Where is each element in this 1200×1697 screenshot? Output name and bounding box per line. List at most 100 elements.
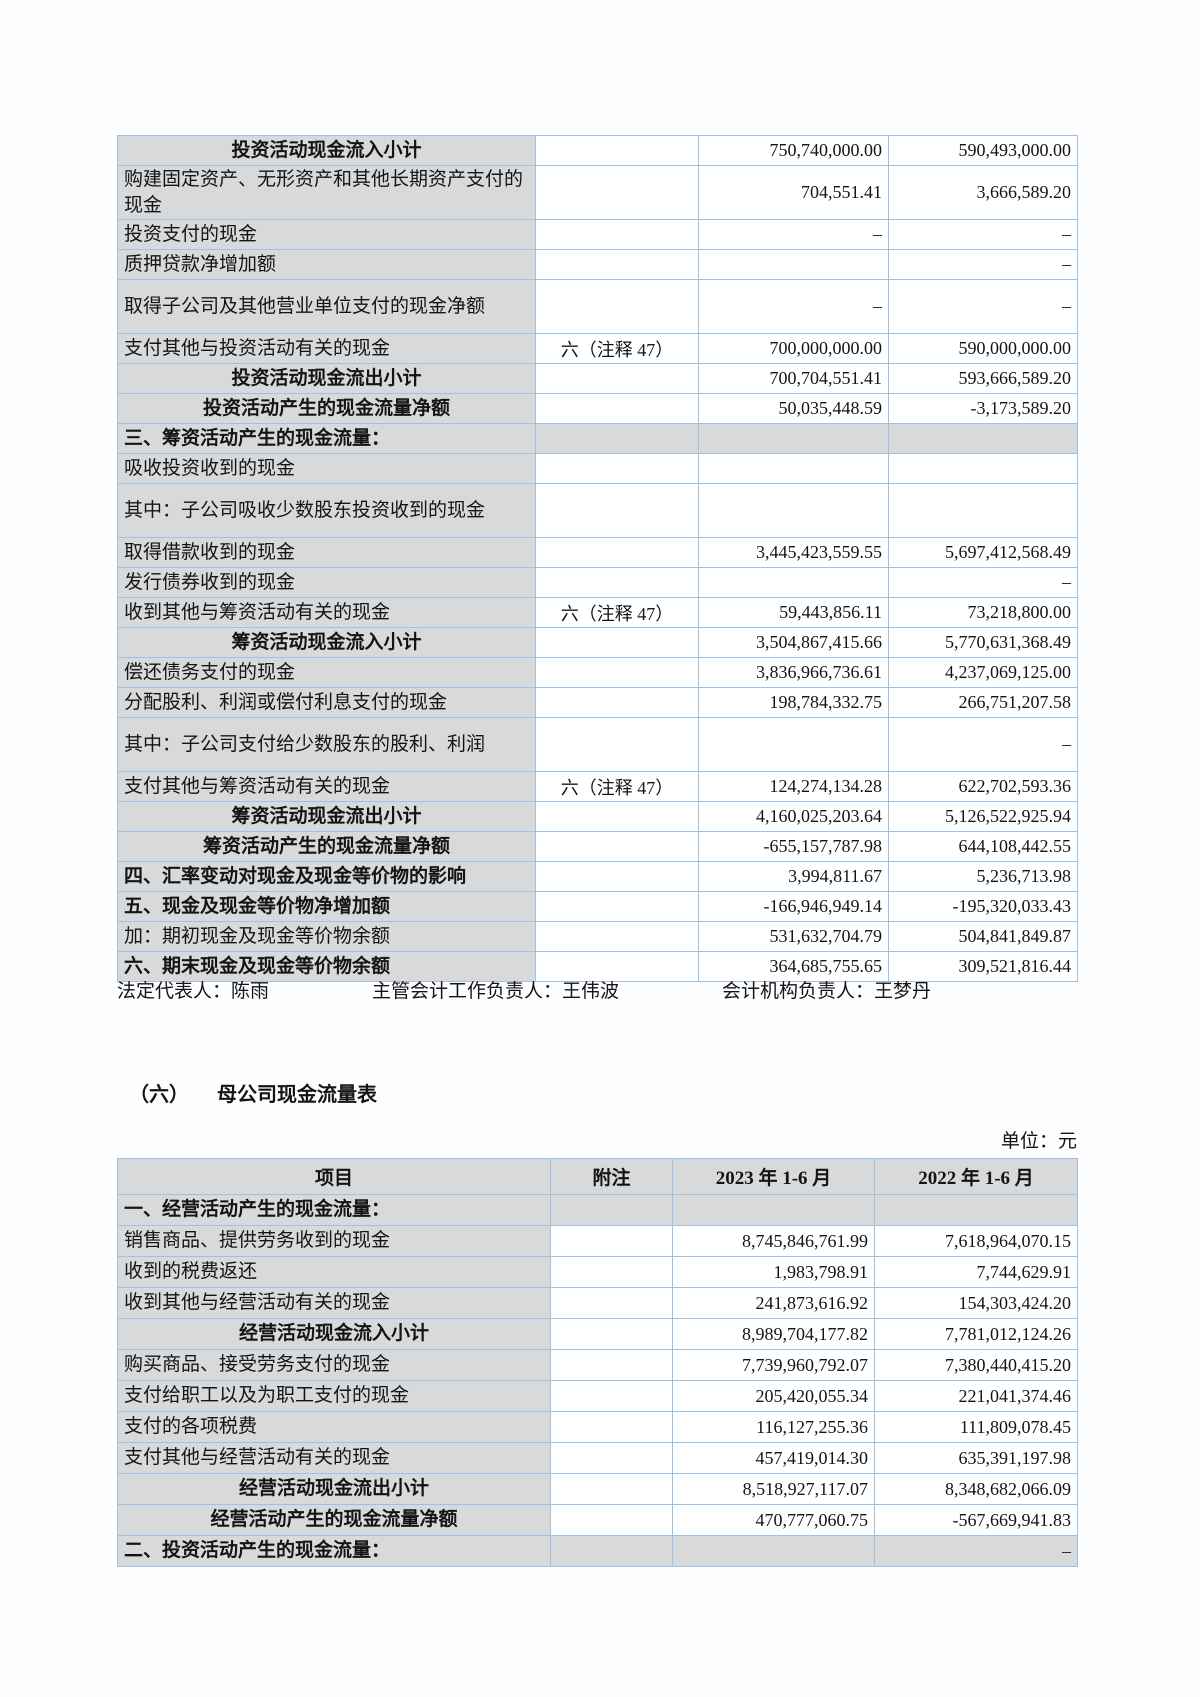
table-row: 二、投资活动产生的现金流量： – bbox=[117, 1535, 1078, 1567]
value-2022-cell: 3,666,589.20 bbox=[888, 165, 1078, 220]
table-row: 加：期初现金及现金等价物余额 531,632,704.79 504,841,849.… bbox=[117, 921, 1078, 952]
value-2023-cell: 700,704,551.41 bbox=[698, 363, 889, 394]
parent-table-body: 一、经营活动产生的现金流量： 销售商品、提供劳务收到的现金 8,745,846,76… bbox=[117, 1194, 1078, 1567]
note-cell bbox=[535, 891, 699, 922]
item-label-cell: 其中：子公司支付给少数股东的股利、利润 bbox=[117, 717, 536, 772]
note-cell bbox=[550, 1318, 673, 1350]
note-cell bbox=[535, 165, 699, 220]
value-2022-cell: -195,320,033.43 bbox=[888, 891, 1078, 922]
note-cell bbox=[550, 1411, 673, 1443]
item-label-cell: 二、投资活动产生的现金流量： bbox=[117, 1535, 551, 1567]
note-cell bbox=[535, 423, 699, 454]
item-label-cell: 偿还债务支付的现金 bbox=[117, 657, 536, 688]
value-2023-cell: 124,274,134.28 bbox=[698, 771, 889, 802]
value-2022-cell: – bbox=[874, 1535, 1078, 1567]
item-label-cell: 经营活动产生的现金流量净额 bbox=[117, 1504, 551, 1536]
item-label-cell: 投资活动产生的现金流量净额 bbox=[117, 393, 536, 424]
value-2022-cell: 7,744,629.91 bbox=[874, 1256, 1078, 1288]
note-cell bbox=[535, 219, 699, 250]
value-2023-cell: 4,160,025,203.64 bbox=[698, 801, 889, 832]
item-label-cell: 收到其他与经营活动有关的现金 bbox=[117, 1287, 551, 1319]
value-2022-cell: 221,041,374.46 bbox=[874, 1380, 1078, 1412]
note-cell bbox=[535, 687, 699, 718]
table-row: 收到的税费返还 1,983,798.91 7,744,629.91 bbox=[117, 1256, 1078, 1288]
value-2023-cell: 241,873,616.92 bbox=[672, 1287, 875, 1319]
note-cell bbox=[550, 1256, 673, 1288]
note-cell bbox=[535, 717, 699, 772]
note-cell bbox=[535, 831, 699, 862]
item-label-cell: 六、期末现金及现金等价物余额 bbox=[117, 951, 536, 982]
note-cell bbox=[535, 567, 699, 598]
value-2022-cell bbox=[888, 423, 1078, 454]
value-2022-cell: – bbox=[888, 717, 1078, 772]
note-cell bbox=[535, 483, 699, 538]
value-2023-cell: 7,739,960,792.07 bbox=[672, 1349, 875, 1381]
item-label-cell: 支付的各项税费 bbox=[117, 1411, 551, 1443]
value-2023-cell: 457,419,014.30 bbox=[672, 1442, 875, 1474]
value-2023-cell bbox=[698, 453, 889, 484]
table-row: 经营活动现金流入小计 8,989,704,177.82 7,781,012,124.… bbox=[117, 1318, 1078, 1350]
note-cell bbox=[550, 1535, 673, 1567]
item-label-cell: 购买商品、接受劳务支付的现金 bbox=[117, 1349, 551, 1381]
value-2023-cell: 116,127,255.36 bbox=[672, 1411, 875, 1443]
note-cell bbox=[535, 801, 699, 832]
value-2022-cell bbox=[874, 1194, 1078, 1226]
table-row: 发行债券收到的现金 – bbox=[117, 567, 1078, 598]
note-cell bbox=[535, 135, 699, 166]
table-row: 投资支付的现金 – – bbox=[117, 219, 1078, 250]
value-2023-cell bbox=[698, 249, 889, 280]
note-cell bbox=[535, 861, 699, 892]
item-label-cell: 其中：子公司吸收少数股东投资收到的现金 bbox=[117, 483, 536, 538]
value-2022-cell: 635,391,197.98 bbox=[874, 1442, 1078, 1474]
item-label-cell: 分配股利、利润或偿付利息支付的现金 bbox=[117, 687, 536, 718]
header-2022: 2022 年 1-6 月 bbox=[874, 1158, 1078, 1195]
item-label-cell: 加：期初现金及现金等价物余额 bbox=[117, 921, 536, 952]
table-row: 收到其他与筹资活动有关的现金 六（注释 47） 59,443,856.11 73,21… bbox=[117, 597, 1078, 628]
table-row: 支付给职工以及为职工支付的现金 205,420,055.34 221,041,374… bbox=[117, 1380, 1078, 1412]
table-row: 投资活动现金流出小计 700,704,551.41 593,666,589.20 bbox=[117, 363, 1078, 394]
value-2022-cell: 73,218,800.00 bbox=[888, 597, 1078, 628]
value-2023-cell: -166,946,949.14 bbox=[698, 891, 889, 922]
note-cell bbox=[550, 1380, 673, 1412]
value-2023-cell: 50,035,448.59 bbox=[698, 393, 889, 424]
parent-cashflow-table: 项目 附注 2023 年 1-6 月 2022 年 1-6 月 一、经营活动产生… bbox=[117, 1158, 1078, 1567]
note-cell bbox=[550, 1194, 673, 1226]
item-label-cell: 投资活动现金流出小计 bbox=[117, 363, 536, 394]
table-row: 支付其他与筹资活动有关的现金 六（注释 47） 124,274,134.28 622,… bbox=[117, 771, 1078, 802]
value-2023-cell: 8,745,846,761.99 bbox=[672, 1225, 875, 1257]
table-row: 收到其他与经营活动有关的现金 241,873,616.92 154,303,424.… bbox=[117, 1287, 1078, 1319]
table-row: 投资活动产生的现金流量净额 50,035,448.59 -3,173,589.20 bbox=[117, 393, 1078, 424]
value-2023-cell bbox=[698, 567, 889, 598]
section-title: （六） 母公司现金流量表 bbox=[129, 1078, 377, 1107]
item-label-cell: 四、汇率变动对现金及现金等价物的影响 bbox=[117, 861, 536, 892]
note-cell: 六（注释 47） bbox=[535, 597, 699, 628]
value-2022-cell: 266,751,207.58 bbox=[888, 687, 1078, 718]
item-label-cell: 收到其他与筹资活动有关的现金 bbox=[117, 597, 536, 628]
value-2022-cell: 154,303,424.20 bbox=[874, 1287, 1078, 1319]
value-2022-cell: 111,809,078.45 bbox=[874, 1411, 1078, 1443]
note-cell: 六（注释 47） bbox=[535, 771, 699, 802]
item-label-cell: 投资支付的现金 bbox=[117, 219, 536, 250]
item-label-cell: 三、筹资活动产生的现金流量： bbox=[117, 423, 536, 454]
note-cell bbox=[535, 921, 699, 952]
value-2022-cell: 7,380,440,415.20 bbox=[874, 1349, 1078, 1381]
table-row: 筹资活动现金流入小计 3,504,867,415.66 5,770,631,368.… bbox=[117, 627, 1078, 658]
table-row: 支付其他与经营活动有关的现金 457,419,014.30 635,391,197.… bbox=[117, 1442, 1078, 1474]
value-2023-cell: – bbox=[698, 279, 889, 334]
table-row: 其中：子公司支付给少数股东的股利、利润 – bbox=[117, 717, 1078, 772]
item-label-cell: 投资活动现金流入小计 bbox=[117, 135, 536, 166]
table-row: 六、期末现金及现金等价物余额 364,685,755.65 309,521,816.… bbox=[117, 951, 1078, 982]
note-cell bbox=[535, 537, 699, 568]
note-cell bbox=[550, 1473, 673, 1505]
value-2023-cell: 3,445,423,559.55 bbox=[698, 537, 889, 568]
value-2023-cell bbox=[672, 1535, 875, 1567]
note-cell bbox=[535, 393, 699, 424]
value-2022-cell: 504,841,849.87 bbox=[888, 921, 1078, 952]
value-2022-cell bbox=[888, 453, 1078, 484]
value-2022-cell: 5,770,631,368.49 bbox=[888, 627, 1078, 658]
item-label-cell: 筹资活动产生的现金流量净额 bbox=[117, 831, 536, 862]
item-label-cell: 销售商品、提供劳务收到的现金 bbox=[117, 1225, 551, 1257]
value-2022-cell: 309,521,816.44 bbox=[888, 951, 1078, 982]
item-label-cell: 支付其他与筹资活动有关的现金 bbox=[117, 771, 536, 802]
table-row: 三、筹资活动产生的现金流量： bbox=[117, 423, 1078, 454]
